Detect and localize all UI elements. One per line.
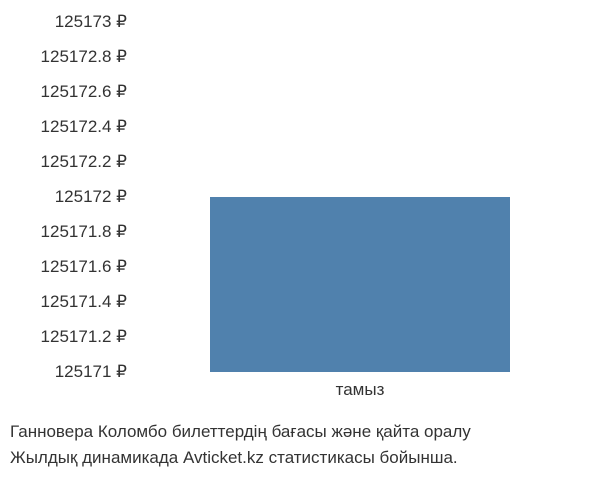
x-tick: тамыз xyxy=(336,380,385,400)
y-tick: 125171.4 ₽ xyxy=(41,292,127,312)
y-tick: 125171 ₽ xyxy=(55,362,127,382)
y-tick: 125171.8 ₽ xyxy=(41,222,127,242)
chart-caption: Ганновера Коломбо билеттердің бағасы жән… xyxy=(10,419,590,470)
y-tick: 125172.2 ₽ xyxy=(41,152,127,172)
caption-line-1: Ганновера Коломбо билеттердің бағасы жән… xyxy=(10,419,590,445)
y-tick: 125172 ₽ xyxy=(55,187,127,207)
plot-area: тамыз xyxy=(140,10,580,390)
y-tick: 125172.6 ₽ xyxy=(41,82,127,102)
y-tick: 125172.4 ₽ xyxy=(41,117,127,137)
y-tick: 125171.6 ₽ xyxy=(41,257,127,277)
y-tick: 125173 ₽ xyxy=(55,12,127,32)
y-tick: 125172.8 ₽ xyxy=(41,47,127,67)
bar xyxy=(210,197,509,372)
y-tick: 125171.2 ₽ xyxy=(41,327,127,347)
chart-container: 125173 ₽ 125172.8 ₽ 125172.6 ₽ 125172.4 ₽ 12… xyxy=(0,10,600,390)
y-axis: 125173 ₽ 125172.8 ₽ 125172.6 ₽ 125172.4 ₽ 12… xyxy=(0,10,135,390)
caption-line-2: Жылдық динамикада Avticket.kz статистика… xyxy=(10,445,590,471)
